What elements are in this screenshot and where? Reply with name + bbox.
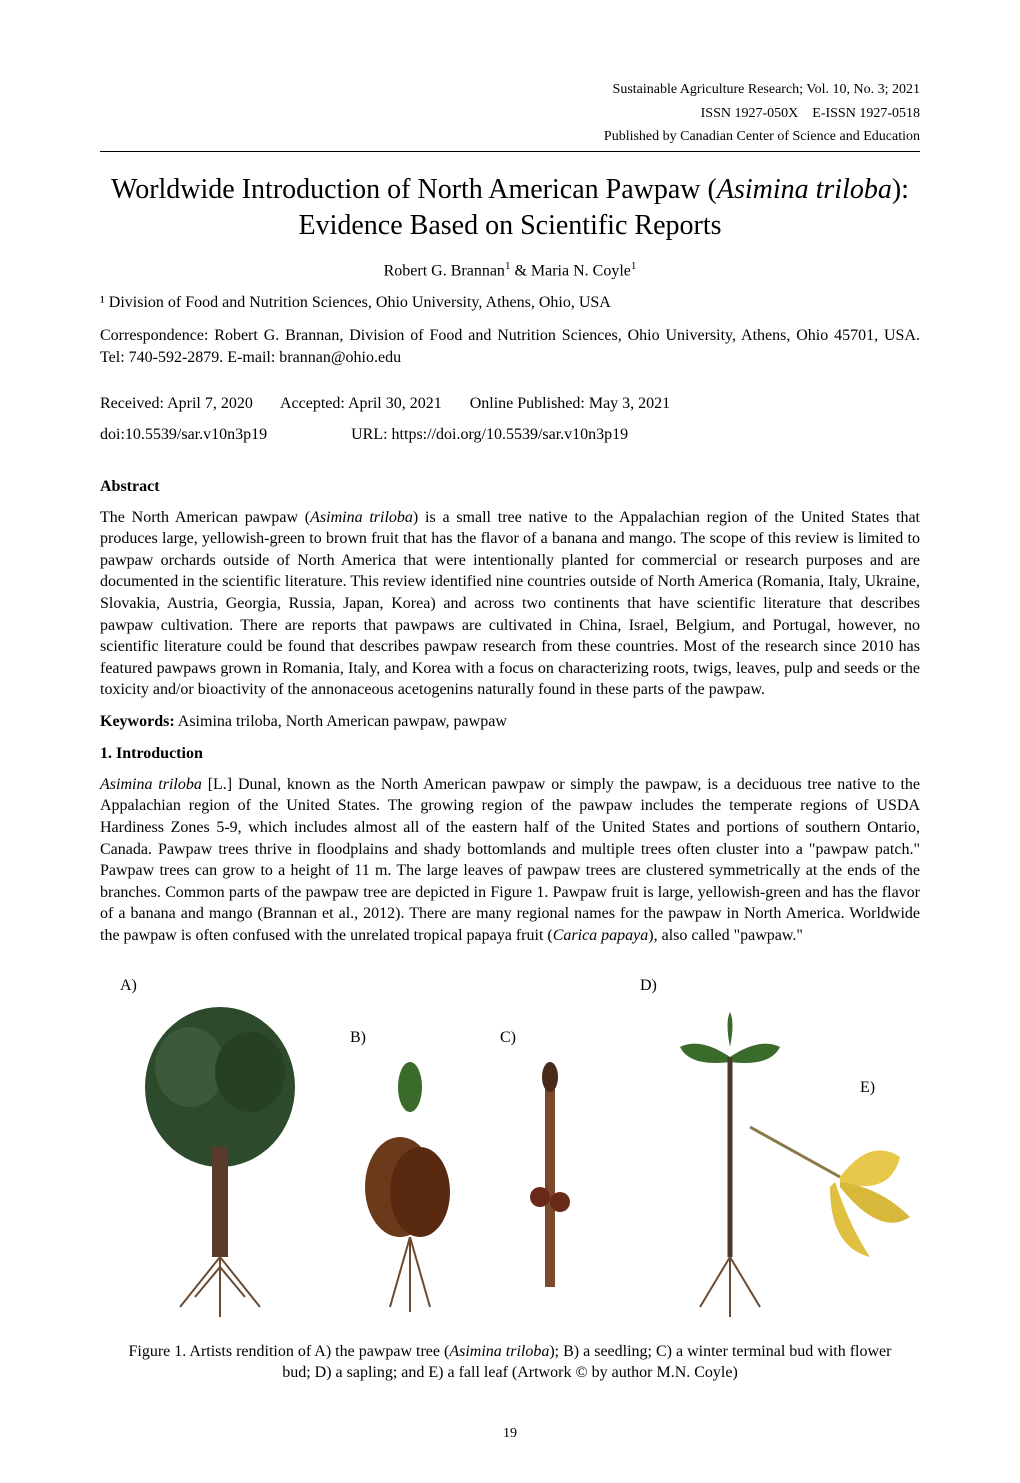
keywords: Keywords: Asimina triloba, North America… <box>100 711 920 733</box>
journal-header: Sustainable Agriculture Research; Vol. 1… <box>100 80 920 152</box>
date-accepted: Accepted: April 30, 2021 <box>280 395 442 412</box>
authors-line: Robert G. Brannan1 & Maria N. Coyle1 <box>100 259 920 283</box>
issn-print: ISSN 1927-050X <box>701 106 799 121</box>
journal-citation: Sustainable Agriculture Research; Vol. 1… <box>100 80 920 100</box>
correspondence: Correspondence: Robert G. Brannan, Divis… <box>100 325 920 370</box>
abstract-text: The North American pawpaw (Asimina trilo… <box>100 507 920 701</box>
figure-bud-icon <box>510 1057 590 1307</box>
introduction-heading: 1. Introduction <box>100 743 920 765</box>
keywords-text: Asimina triloba, North American pawpaw, … <box>175 713 507 730</box>
header-divider <box>100 151 920 152</box>
figure-1: A) B) C) D) E) <box>100 967 920 1384</box>
journal-issn: ISSN 1927-050X E-ISSN 1927-0518 <box>100 104 920 124</box>
figure-leaf-icon <box>740 1107 920 1267</box>
figure-panel-label-d: D) <box>640 975 657 997</box>
figure-panel-label-b: B) <box>350 1027 366 1049</box>
affiliation: ¹ Division of Food and Nutrition Science… <box>100 292 920 314</box>
page-number: 19 <box>100 1424 920 1444</box>
doi-label: doi:10.5539/sar.v10n3p19 <box>100 424 267 446</box>
article-title: Worldwide Introduction of North American… <box>100 172 920 245</box>
figure-panel-label-e: E) <box>860 1077 875 1099</box>
abstract-heading: Abstract <box>100 476 920 498</box>
keywords-label: Keywords: <box>100 713 175 730</box>
doi-url: URL: https://doi.org/10.5539/sar.v10n3p1… <box>351 426 628 443</box>
figure-1-image: A) B) C) D) E) <box>100 967 920 1327</box>
publisher-line: Published by Canadian Center of Science … <box>100 127 920 147</box>
figure-panel-label-a: A) <box>120 975 137 997</box>
publication-dates: Received: April 7, 2020 Accepted: April … <box>100 393 920 415</box>
figure-1-caption: Figure 1. Artists rendition of A) the pa… <box>120 1341 900 1384</box>
introduction-text: Asimina triloba [L.] Dunal, known as the… <box>100 774 920 947</box>
doi-row: doi:10.5539/sar.v10n3p19 URL: https://do… <box>100 424 920 446</box>
date-received: Received: April 7, 2020 <box>100 395 253 412</box>
figure-tree-icon <box>130 997 310 1317</box>
issn-electronic: E-ISSN 1927-0518 <box>812 106 920 121</box>
date-published: Online Published: May 3, 2021 <box>470 395 670 412</box>
figure-seedling-icon <box>360 1057 460 1317</box>
figure-panel-label-c: C) <box>500 1027 516 1049</box>
